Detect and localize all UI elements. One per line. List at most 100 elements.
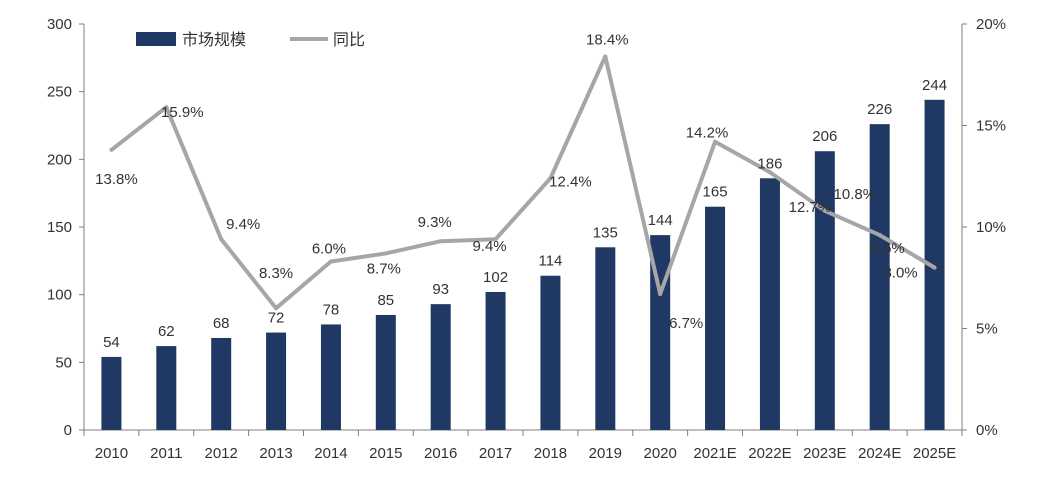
yoy-point	[767, 170, 772, 175]
yoy-value-label: 8.0%	[883, 265, 917, 282]
bar-value-label: 102	[483, 269, 508, 286]
bar	[869, 124, 890, 430]
y-left-tick-label: 150	[47, 219, 72, 236]
bar	[320, 324, 341, 430]
yoy-value-label: 12.4%	[549, 173, 592, 190]
line-series	[109, 54, 937, 311]
x-tick-label: 2017	[479, 445, 512, 462]
yoy-value-label: 15.9%	[161, 104, 204, 121]
bar	[430, 304, 451, 430]
bar-value-label: 93	[432, 281, 449, 298]
bar-value-label: 114	[538, 253, 562, 270]
y-right-tick-label: 5%	[976, 321, 998, 338]
bar	[156, 346, 177, 430]
y-right-tick-label: 0%	[976, 422, 998, 439]
yoy-point	[932, 265, 937, 270]
y-left-tick-label: 50	[55, 354, 72, 371]
bar-value-label: 85	[377, 292, 394, 309]
bar-value-label: 206	[812, 128, 837, 145]
bar	[375, 314, 396, 430]
bar	[540, 275, 561, 430]
y-right-tick-label: 20%	[976, 16, 1006, 33]
yoy-point	[713, 139, 718, 144]
x-tick-label: 2012	[205, 445, 238, 462]
yoy-point	[274, 306, 279, 311]
x-tick-label: 2016	[424, 445, 457, 462]
x-tick-label: 2011	[150, 445, 182, 462]
x-tick-label: 2015	[369, 445, 402, 462]
y-right-tick-label: 10%	[976, 219, 1006, 236]
yoy-point	[603, 54, 608, 59]
yoy-value-label: 9.4%	[472, 238, 506, 255]
yoy-value-label: 6.0%	[312, 241, 346, 258]
bar-value-label: 186	[757, 155, 782, 172]
bar-value-label: 226	[867, 101, 892, 118]
yoy-value-label: 9.6%	[871, 240, 905, 257]
y-left-tick-label: 0	[64, 422, 72, 439]
legend-label-bar: 市场规模	[182, 31, 246, 49]
yoy-value-label: 18.4%	[586, 31, 629, 48]
yoy-point	[164, 105, 169, 110]
yoy-value-label: 13.8%	[95, 171, 138, 188]
bar	[211, 337, 232, 430]
bar	[485, 291, 506, 430]
yoy-point	[219, 237, 224, 242]
bar	[705, 206, 726, 430]
bar	[595, 247, 616, 430]
yoy-point	[438, 239, 443, 244]
x-tick-label: 2024E	[858, 445, 901, 462]
bar-value-label: 62	[158, 323, 175, 340]
bar-value-label: 135	[593, 224, 618, 241]
x-tick-label: 2010	[95, 445, 128, 462]
x-tick-label: 2014	[314, 445, 347, 462]
yoy-value-label: 8.7%	[367, 260, 401, 277]
yoy-point	[383, 251, 388, 256]
y-left-tick-label: 300	[47, 16, 72, 33]
data-labels: 54 62 68 72 78 85 93 102 114 135 144 165 186 206 226 24…	[95, 31, 947, 350]
legend-label-line: 同比	[333, 31, 365, 49]
yoy-value-label: 9.4%	[226, 216, 260, 233]
yoy-value-label: 8.3%	[259, 265, 293, 282]
bar-value-label: 78	[323, 301, 340, 318]
yoy-value-label: 14.2%	[686, 125, 729, 142]
bar-value-label: 54	[103, 334, 120, 351]
yoy-point	[877, 233, 882, 238]
bar	[101, 356, 122, 430]
x-tick-label: 2023E	[803, 445, 846, 462]
bar-value-label: 144	[648, 212, 673, 229]
yoy-point	[658, 291, 663, 296]
bar-value-label: 68	[213, 315, 230, 332]
yoy-point	[548, 176, 553, 181]
bar-value-label: 165	[703, 184, 728, 201]
yoy-value-label: 12.7%	[789, 199, 832, 216]
bar	[924, 99, 945, 430]
x-tick-label: 2022E	[748, 445, 791, 462]
axes: 0 50 100 150 200 250 300 0% 5% 10% 15% 20% 2010 2011 2…	[47, 16, 1006, 462]
yoy-point	[822, 208, 827, 213]
bar-value-label: 244	[922, 77, 947, 94]
bar-value-label: 72	[268, 310, 285, 327]
x-tick-label: 2013	[259, 445, 292, 462]
yoy-value-label: 6.7%	[669, 315, 703, 332]
y-left-tick-label: 200	[47, 151, 72, 168]
x-tick-label: 2019	[589, 445, 622, 462]
yoy-point	[493, 237, 498, 242]
bar	[266, 332, 287, 430]
y-left-tick-label: 100	[47, 287, 72, 304]
legend: 市场规模 同比	[136, 31, 365, 49]
yoy-line	[110, 54, 936, 311]
legend-swatch-bar	[136, 32, 176, 46]
bar	[759, 178, 780, 430]
x-tick-label: 2025E	[913, 445, 956, 462]
x-tick-label: 2018	[534, 445, 567, 462]
y-left-tick-label: 250	[47, 84, 72, 101]
bar-series	[101, 99, 945, 431]
x-tick-label: 2021E	[693, 445, 736, 462]
yoy-value-label: 10.8%	[834, 186, 877, 203]
yoy-value-label: 9.3%	[418, 214, 452, 231]
x-tick-label: 2020	[644, 445, 677, 462]
yoy-point	[328, 259, 333, 264]
y-right-tick-label: 15%	[976, 118, 1006, 135]
yoy-point	[109, 147, 114, 152]
